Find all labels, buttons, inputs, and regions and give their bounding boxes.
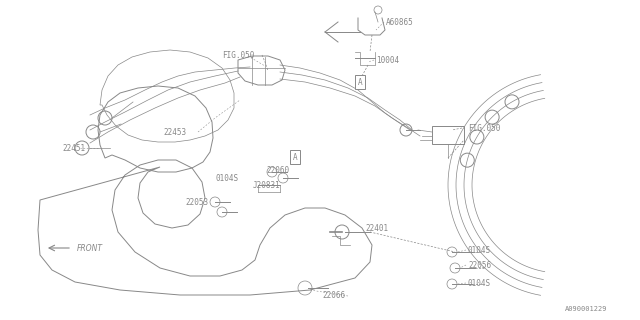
Text: A: A: [358, 77, 362, 86]
Text: 0104S: 0104S: [468, 245, 491, 254]
Text: 22060: 22060: [266, 165, 289, 174]
Text: 10004: 10004: [376, 55, 399, 65]
Text: FIG.050: FIG.050: [222, 51, 254, 60]
Text: 22056: 22056: [468, 260, 491, 269]
Text: 22053: 22053: [185, 197, 208, 206]
Text: 22401: 22401: [365, 223, 388, 233]
Text: A090001229: A090001229: [565, 306, 607, 312]
Text: J20831: J20831: [253, 180, 281, 189]
Text: FRONT: FRONT: [77, 244, 103, 252]
Text: FIG.050: FIG.050: [468, 124, 500, 132]
Text: 0104S: 0104S: [215, 173, 238, 182]
Text: 22451: 22451: [62, 143, 85, 153]
Text: 0104S: 0104S: [468, 278, 491, 287]
Text: 22066: 22066: [322, 292, 345, 300]
Text: A60865: A60865: [386, 18, 413, 27]
Text: A: A: [292, 153, 298, 162]
FancyBboxPatch shape: [432, 126, 464, 144]
Text: 22453: 22453: [163, 127, 186, 137]
